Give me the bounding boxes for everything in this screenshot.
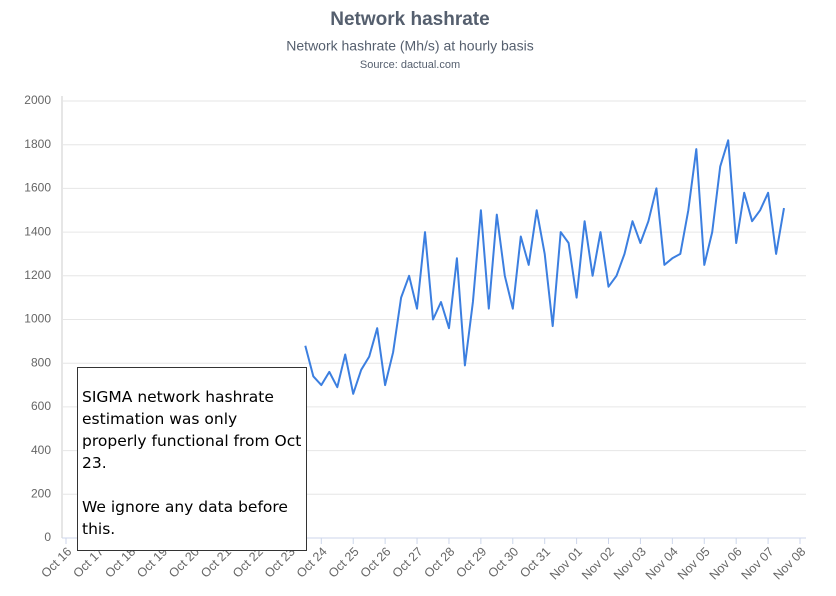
chart-subtitle: Network hashrate (Mh/s) at hourly basis	[286, 38, 533, 54]
x-tick-label: Nov 01	[547, 545, 585, 583]
x-tick-label: Oct 25	[326, 545, 362, 581]
y-tick-label: 0	[44, 530, 51, 544]
chart-title: Network hashrate	[330, 9, 489, 30]
x-tick-label: Oct 30	[485, 545, 521, 581]
x-tick-label: Oct 28	[421, 545, 457, 581]
x-tick-label: Oct 31	[517, 545, 553, 581]
y-tick-label: 1800	[24, 137, 51, 151]
y-tick-label: 1200	[24, 268, 51, 282]
y-tick-label: 2000	[24, 93, 51, 107]
x-tick-label: Oct 26	[358, 545, 394, 581]
chart-source: Source: dactual.com	[360, 59, 460, 71]
x-tick-label: Nov 02	[579, 545, 617, 583]
y-tick-label: 400	[31, 443, 51, 457]
x-tick-label: Nov 07	[739, 545, 777, 583]
x-tick-label: Oct 27	[390, 545, 426, 581]
y-tick-label: 600	[31, 399, 51, 413]
x-tick-label: Nov 03	[611, 545, 649, 583]
y-tick-label: 200	[31, 486, 51, 500]
x-tick-label: Oct 29	[453, 545, 489, 581]
annotation-text: SIGMA network hashrate estimation was on…	[82, 388, 302, 472]
x-tick-label: Oct 16	[39, 545, 75, 581]
x-tick-label: Nov 08	[771, 545, 809, 583]
x-tick-label: Nov 05	[675, 545, 713, 583]
x-tick-label: Nov 04	[643, 545, 681, 583]
data-line	[304, 139, 785, 395]
y-tick-label: 1600	[24, 181, 51, 195]
annotation-text: We ignore any data before this.	[82, 498, 288, 538]
annotation: SIGMA network hashrate estimation was on…	[77, 367, 307, 551]
y-tick-label: 1400	[24, 224, 51, 238]
x-tick-label: Nov 06	[707, 545, 745, 583]
y-tick-label: 1000	[24, 312, 51, 326]
y-tick-label: 800	[31, 355, 51, 369]
